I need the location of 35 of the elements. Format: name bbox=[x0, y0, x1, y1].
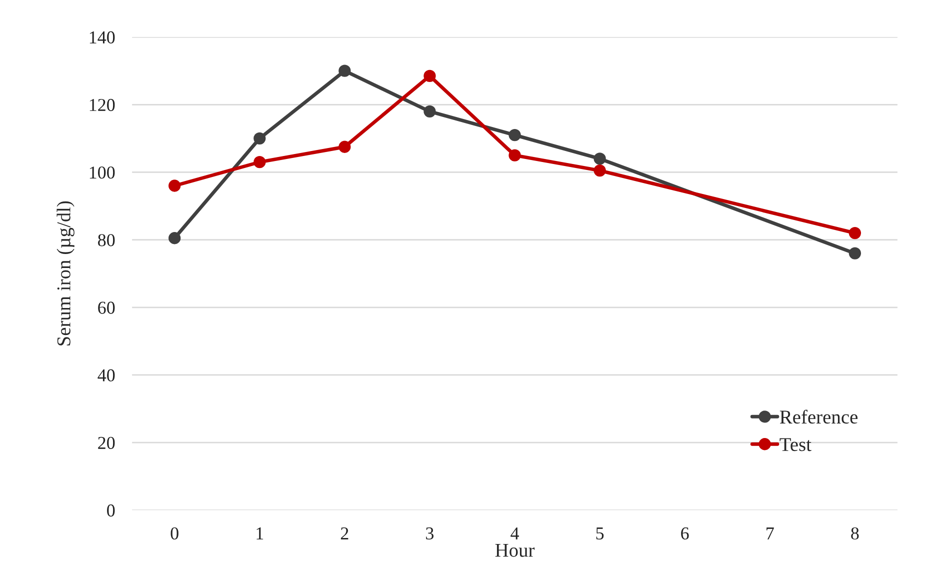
y-tick-label: 140 bbox=[90, 31, 115, 44]
legend-label: Reference bbox=[780, 410, 858, 424]
point bbox=[594, 164, 606, 177]
x-tick-label: 5 bbox=[596, 528, 604, 540]
point bbox=[594, 152, 606, 165]
x-tick-label: 2 bbox=[340, 527, 348, 540]
y-tick-label: 20 bbox=[98, 436, 115, 450]
point bbox=[508, 128, 521, 142]
y-tick-label: 80 bbox=[98, 234, 115, 246]
y-tick-label: 40 bbox=[98, 369, 115, 382]
point bbox=[848, 247, 862, 260]
point bbox=[254, 156, 266, 168]
x-tick-label: 0 bbox=[170, 527, 178, 540]
point bbox=[168, 232, 181, 244]
point bbox=[424, 105, 436, 118]
x-tick-label: 4 bbox=[510, 527, 519, 540]
x-axis-title: Hour bbox=[495, 544, 535, 557]
y-tick-label: 0 bbox=[107, 504, 115, 517]
legend-label: Test bbox=[780, 438, 812, 452]
point bbox=[338, 140, 351, 153]
y-tick-label: 120 bbox=[90, 98, 115, 112]
x-tick-label: 8 bbox=[851, 527, 859, 540]
point bbox=[168, 180, 181, 192]
y-axis-title: Serum iron (µg/dl) bbox=[56, 201, 74, 346]
point bbox=[254, 132, 266, 145]
x-tick-label: 3 bbox=[426, 527, 434, 540]
x-tick-label: 1 bbox=[256, 527, 264, 540]
point bbox=[424, 70, 436, 82]
point bbox=[338, 64, 351, 77]
y-tick-label: 60 bbox=[98, 302, 115, 314]
point bbox=[508, 149, 521, 162]
y-tick-label: 100 bbox=[90, 166, 115, 179]
x-tick-label: 6 bbox=[681, 527, 689, 540]
point bbox=[848, 226, 862, 240]
x-tick-label: 7 bbox=[766, 528, 774, 540]
